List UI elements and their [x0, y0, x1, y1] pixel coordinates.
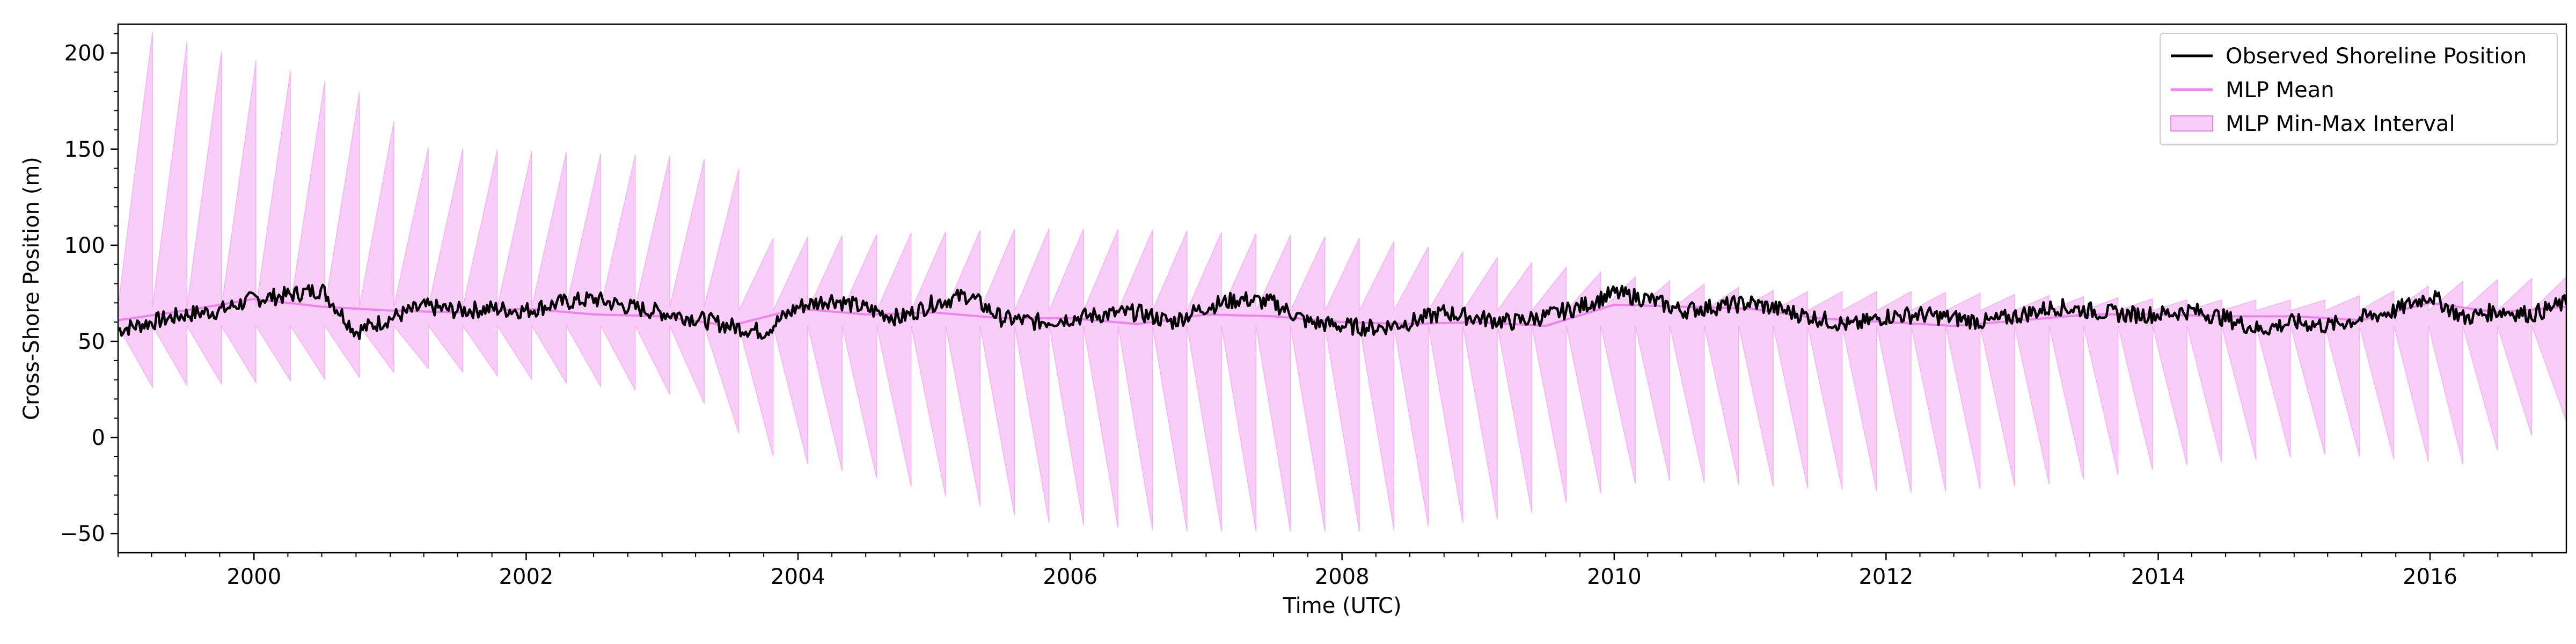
x-axis-label: Time (UTC) — [1282, 594, 1401, 618]
x-tick-label: 2014 — [2131, 565, 2186, 589]
y-tick-label: 150 — [64, 137, 105, 162]
x-tick-label: 2000 — [226, 565, 281, 589]
legend-box — [2160, 33, 2558, 145]
x-tick-label: 2016 — [2403, 565, 2457, 589]
y-tick-label: 50 — [78, 330, 105, 354]
axes-frame — [117, 23, 2567, 554]
x-tick-label: 2012 — [1858, 565, 1913, 589]
y-tick-label: 0 — [92, 426, 105, 450]
y-tick-label: 100 — [64, 233, 105, 258]
legend-mlp-interval-label: MLP Min-Max Interval — [2226, 112, 2455, 136]
y-tick-label: 200 — [64, 41, 105, 66]
axis-ticks: −50 0 50 100 150 200 2000 2002 2004 2006 2008 2010 2… — [60, 33, 2533, 589]
x-tick-label: 2004 — [771, 565, 825, 589]
x-tick-label: 2008 — [1315, 565, 1370, 589]
x-tick-label: 2006 — [1043, 565, 1097, 589]
observed-shoreline-line — [118, 283, 2566, 340]
legend-mlp-interval-swatch — [2170, 115, 2213, 131]
y-tick-label: −50 — [60, 522, 105, 546]
legend-observed-label: Observed Shoreline Position — [2226, 44, 2527, 69]
x-tick-label: 2010 — [1587, 565, 1642, 589]
legend: Observed Shoreline Position MLP Mean MLP… — [2160, 33, 2558, 145]
plot-area — [118, 32, 2566, 532]
x-tick-label: 2002 — [499, 565, 554, 589]
legend-mlp-mean-label: MLP Mean — [2226, 78, 2334, 103]
y-axis-label: Cross-Shore Position (m) — [19, 157, 44, 420]
mlp-min-max-band — [118, 32, 2566, 532]
